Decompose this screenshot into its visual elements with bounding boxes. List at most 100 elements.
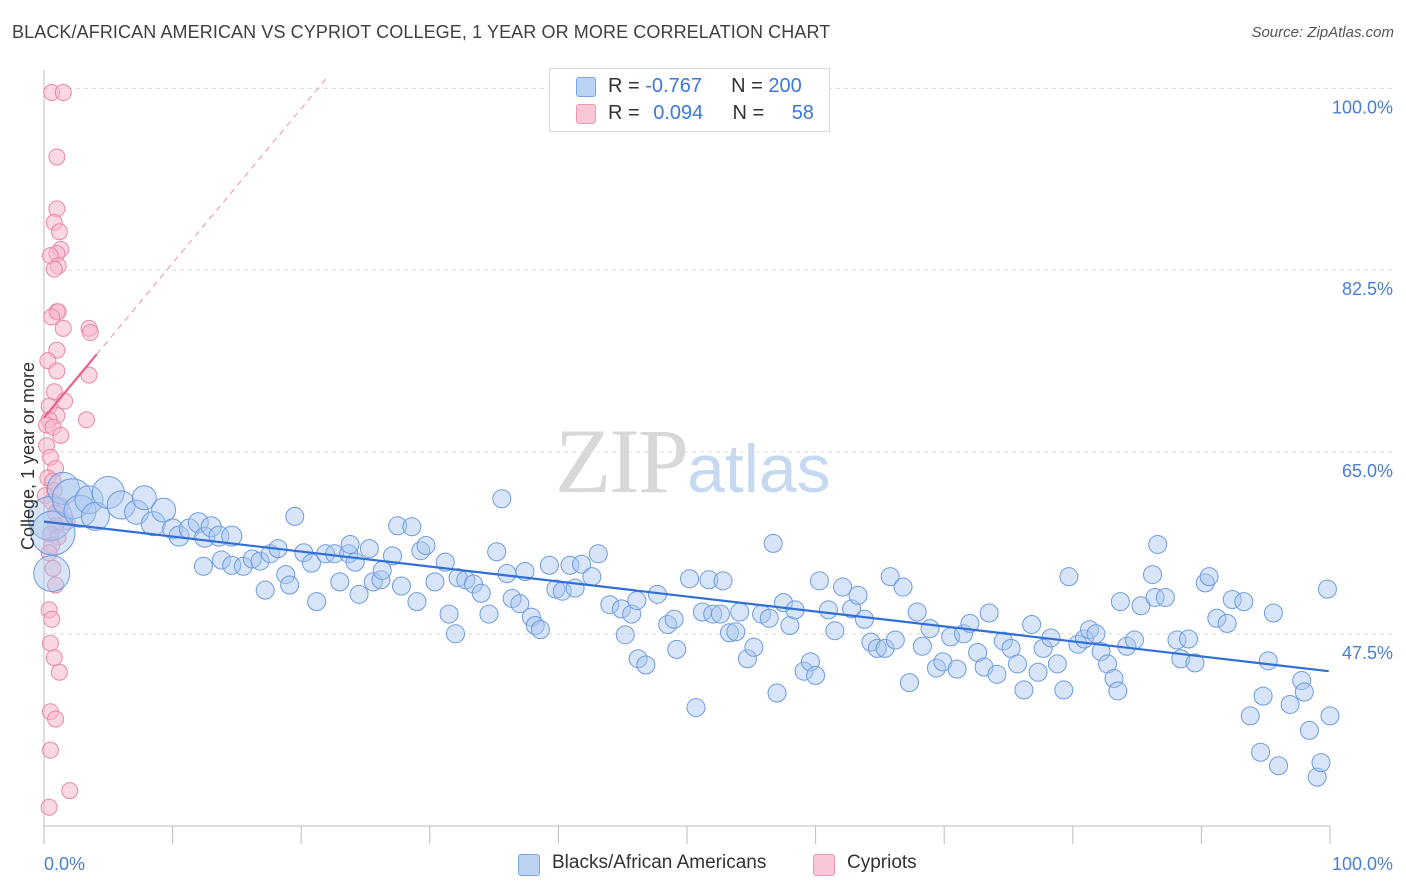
black-point (1280, 694, 1300, 714)
black-point (893, 577, 913, 597)
x-tick-label-max: 100.0% (1332, 854, 1393, 874)
black-point (151, 497, 177, 523)
black-point (1143, 565, 1163, 585)
black-point (242, 549, 262, 569)
black-point (1307, 767, 1327, 787)
black-point (255, 580, 275, 600)
black-point (193, 556, 213, 576)
black-point (349, 584, 369, 604)
black-point (539, 555, 559, 575)
black-point (330, 572, 350, 592)
cypriot-point (43, 308, 61, 326)
black-point (1059, 567, 1079, 587)
black-point (767, 683, 787, 703)
cypriot-point (44, 559, 62, 577)
y-tick-label: 82.5% (1342, 279, 1393, 299)
black-point (1251, 742, 1271, 762)
cypriot-point (48, 148, 66, 166)
black-point (703, 604, 723, 624)
black-point (276, 565, 296, 585)
black-point (411, 541, 431, 561)
black-point (947, 659, 967, 679)
black-point (33, 555, 71, 593)
black-point (833, 577, 853, 597)
legend-r-label: R = (608, 102, 640, 124)
cypriot-point (50, 663, 68, 681)
black-point (615, 625, 635, 645)
black-point (1234, 592, 1254, 612)
legend-text-cypriots: R = 0.094 N = 58 (608, 102, 814, 125)
black-point (1320, 706, 1340, 726)
black-point (1263, 603, 1283, 623)
black-point (435, 552, 455, 572)
black-point (907, 602, 927, 622)
black-point (301, 553, 321, 573)
black-point (1125, 630, 1145, 650)
black-point (744, 637, 764, 657)
black-point (1022, 614, 1042, 634)
chart-title: BLACK/AFRICAN AMERICAN VS CYPRIOT COLLEG… (12, 22, 831, 42)
series-legend: Blacks/African Americans Cypriots (0, 852, 1406, 878)
black-point (1311, 753, 1331, 773)
black-point (392, 576, 412, 596)
black-point (1145, 587, 1165, 607)
black-point (1207, 608, 1227, 628)
black-point (664, 609, 684, 629)
black-point (1294, 682, 1314, 702)
legend-text-blacks: R = -0.767 N = 200 (608, 75, 802, 98)
black-point (680, 569, 700, 589)
black-point (30, 510, 76, 556)
cypriot-point (61, 782, 79, 800)
black-point (221, 525, 243, 547)
legend-swatch-pink (576, 104, 596, 124)
cypriot-point (41, 741, 59, 759)
black-point (628, 649, 648, 669)
black-point (854, 609, 874, 629)
black-point (1033, 638, 1053, 658)
black-point (497, 564, 517, 584)
legend-n-value: 200 (768, 75, 802, 97)
black-point (1179, 629, 1199, 649)
black-point (1091, 641, 1111, 661)
black-point (809, 571, 829, 591)
black-point (74, 485, 104, 515)
black-point (588, 544, 608, 564)
legend-row-cypriots: R = 0.094 N = 58 (550, 102, 829, 128)
black-point (63, 494, 97, 528)
black-point (471, 583, 491, 603)
black-point (611, 599, 631, 619)
black-point (1258, 651, 1278, 671)
black-point (825, 621, 845, 641)
black-point (572, 554, 592, 574)
legend-swatch-blue (576, 77, 596, 97)
black-point (920, 619, 940, 639)
black-point (285, 506, 305, 526)
black-point (987, 664, 1007, 684)
black-point (1028, 662, 1048, 682)
black-point (867, 638, 887, 658)
series-swatch-pink (813, 854, 835, 876)
black-point (737, 649, 757, 669)
legend-r-value: 0.094 (653, 102, 704, 124)
black-point (1014, 680, 1034, 700)
legend-row-blacks: R = -0.767 N = 200 (550, 75, 829, 101)
black-point (1155, 587, 1175, 607)
black-point (582, 567, 602, 587)
black-point (1008, 654, 1028, 674)
black-point (979, 603, 999, 623)
cypriot-point (52, 426, 70, 444)
black-point (1299, 720, 1319, 740)
cypriot-point (77, 411, 95, 429)
cypriot-point (50, 223, 68, 241)
black-point (912, 636, 932, 656)
black-point (730, 602, 750, 622)
black-point (1253, 686, 1273, 706)
legend-r-label: R = (608, 75, 640, 97)
black-point (51, 478, 93, 520)
black-point (719, 623, 739, 643)
black-point (710, 604, 730, 624)
black-point (1054, 680, 1074, 700)
cypriot-point (47, 576, 65, 594)
black-point (1108, 681, 1128, 701)
black-point (1148, 534, 1168, 554)
